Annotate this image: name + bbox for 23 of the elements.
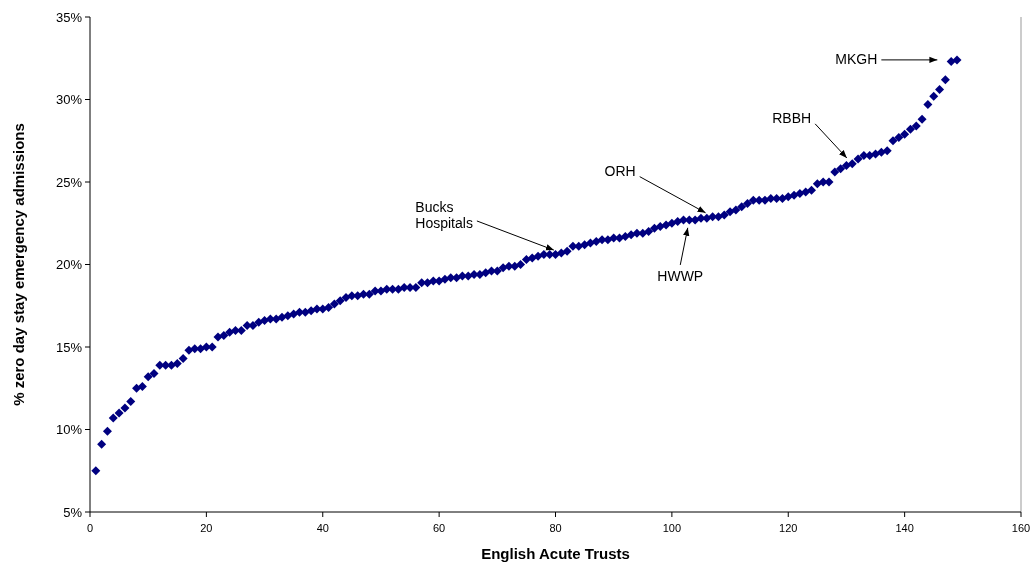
y-tick-label: 5% xyxy=(63,504,83,520)
x-tick-label: 0 xyxy=(86,522,94,534)
annotation: HWWP xyxy=(657,267,704,284)
x-tick-label: 80 xyxy=(549,522,562,534)
y-tick-label: 15% xyxy=(55,339,83,355)
y-tick-label: 30% xyxy=(55,92,83,108)
y-tick-label: 20% xyxy=(55,257,83,273)
annotation: MKGH xyxy=(835,50,878,67)
x-tick-label: 140 xyxy=(895,522,914,534)
x-tick-label: 60 xyxy=(433,522,446,534)
x-tick-label: 160 xyxy=(1011,522,1031,534)
x-tick-label: 40 xyxy=(316,522,329,534)
x-axis-title: English Acute Trusts xyxy=(481,545,630,562)
y-tick-label: 25% xyxy=(55,174,83,190)
y-axis-title: % zero day stay emergency admissions xyxy=(10,123,27,406)
x-tick-label: 100 xyxy=(662,522,682,534)
y-tick-label: 10% xyxy=(55,422,83,438)
annotation: ORH xyxy=(604,162,636,179)
y-tick-label: 35% xyxy=(55,9,83,25)
x-tick-label: 120 xyxy=(779,522,798,534)
annotation: Bucks Hospitals xyxy=(415,198,473,231)
x-tick-label: 20 xyxy=(200,522,213,534)
annotation: RBBH xyxy=(772,109,812,126)
